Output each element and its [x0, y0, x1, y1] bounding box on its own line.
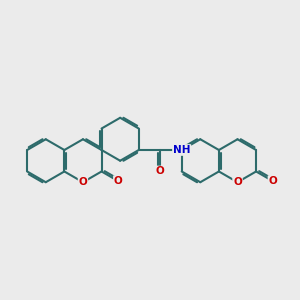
Text: O: O — [114, 176, 123, 186]
Text: O: O — [233, 177, 242, 187]
Text: O: O — [268, 176, 277, 186]
Text: NH: NH — [173, 145, 190, 155]
Text: O: O — [156, 167, 165, 176]
Text: O: O — [79, 177, 87, 187]
